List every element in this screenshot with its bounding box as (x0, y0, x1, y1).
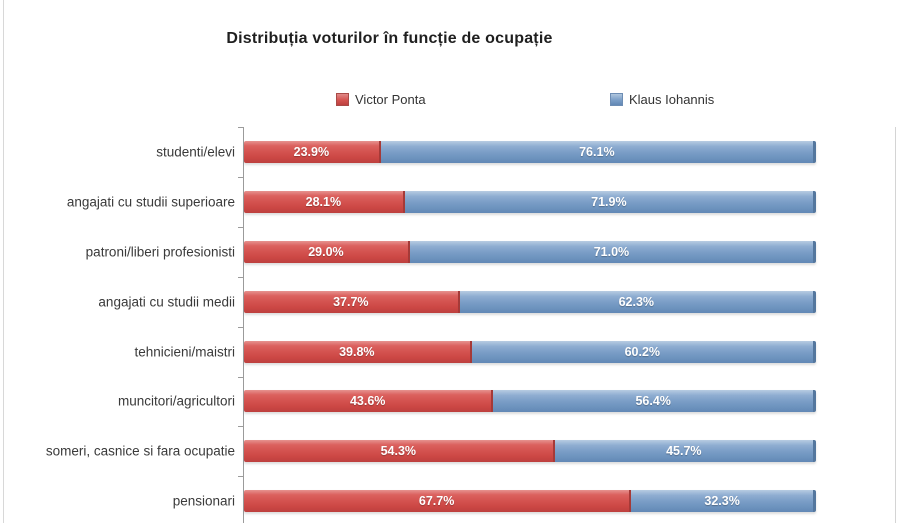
bar-segment-ponta: 28.1% (244, 191, 405, 213)
data-label: 37.7% (333, 295, 369, 309)
data-label: 62.3% (618, 295, 655, 309)
bar-row: 37.7% 62.3% (244, 291, 816, 313)
chart-title: Distribuția voturilor în funcție de ocup… (226, 30, 553, 47)
category-label: someri, casnice si fara ocupatie (45, 443, 235, 459)
y-axis-tick (238, 476, 243, 477)
category-label: angajati cu studii medii (98, 294, 235, 310)
bar-row: 67.7% 32.3% (244, 490, 816, 512)
plot-right-border (895, 127, 896, 523)
data-label: 23.9% (293, 145, 330, 159)
y-axis-tick (238, 426, 243, 427)
bar-row: 28.1% 71.9% (244, 191, 816, 213)
data-label: 56.4% (635, 394, 671, 408)
bar-row: 29.0% 71.0% (244, 241, 816, 263)
y-axis-tick (238, 127, 243, 128)
bar-row: 23.9% 76.1% (244, 141, 816, 163)
category-label: pensionari (172, 493, 235, 509)
legend-swatch-red-icon (336, 93, 349, 106)
data-label: 67.7% (418, 494, 455, 508)
y-axis-tick (238, 377, 243, 378)
plot-area: 23.9% 76.1% 28.1% 71.9% 29.0% 71.0% 37.7% 62.3%… (238, 127, 896, 523)
category-label: angajati cu studii superioare (66, 194, 235, 210)
data-label: 60.2% (624, 345, 661, 359)
bar-segment-iohannis: 62.3% (459, 291, 816, 313)
bar-segment-iohannis: 71.9% (404, 191, 816, 213)
bar-segment-ponta: 54.3% (244, 440, 555, 462)
bar-segment-iohannis: 56.4% (493, 390, 816, 412)
data-label: 45.7% (666, 444, 702, 458)
legend-entry-iohannis: Klaus Iohannis (610, 92, 714, 107)
bar-segment-ponta: 29.0% (244, 241, 410, 263)
bar-segment-iohannis: 71.0% (409, 241, 816, 263)
bar-segment-iohannis: 45.7% (554, 440, 816, 462)
bar-segment-iohannis: 76.1% (380, 141, 816, 163)
bar-row: 43.6% 56.4% (244, 390, 816, 412)
y-axis-tick (238, 177, 243, 178)
bar-row: 39.8% 60.2% (244, 341, 816, 363)
data-label: 54.3% (380, 444, 417, 458)
bar-segment-ponta: 39.8% (244, 341, 472, 363)
legend-label-ponta: Victor Ponta (355, 92, 426, 107)
category-label: patroni/liberi profesionisti (85, 244, 235, 260)
bar-segment-ponta: 67.7% (244, 490, 632, 512)
y-axis-line (243, 127, 244, 523)
data-label: 43.6% (349, 394, 386, 408)
category-label: tehnicieni/maistri (134, 344, 235, 360)
bar-row: 54.3% 45.7% (244, 440, 816, 462)
bar-segment-iohannis: 60.2% (471, 341, 816, 363)
y-axis-tick (238, 277, 243, 278)
data-label: 71.0% (593, 245, 630, 259)
bar-segment-ponta: 23.9% (244, 141, 381, 163)
category-label: studenti/elevi (156, 144, 235, 160)
legend-entry-ponta: Victor Ponta (336, 92, 426, 107)
data-label: 29.0% (308, 245, 344, 259)
data-label: 71.9% (591, 195, 627, 209)
bar-segment-iohannis: 32.3% (631, 490, 816, 512)
data-label: 32.3% (704, 494, 740, 508)
legend-swatch-blue-icon (610, 93, 623, 106)
data-label: 76.1% (579, 145, 615, 159)
data-label: 39.8% (339, 345, 375, 359)
category-label: muncitori/agricultori (117, 393, 235, 409)
y-axis-tick (238, 227, 243, 228)
y-axis-tick (238, 327, 243, 328)
chart-frame-edge (3, 0, 4, 523)
bar-segment-ponta: 43.6% (244, 390, 494, 412)
legend-label-iohannis: Klaus Iohannis (629, 92, 715, 107)
bar-segment-ponta: 37.7% (244, 291, 460, 313)
data-label: 28.1% (305, 195, 342, 209)
